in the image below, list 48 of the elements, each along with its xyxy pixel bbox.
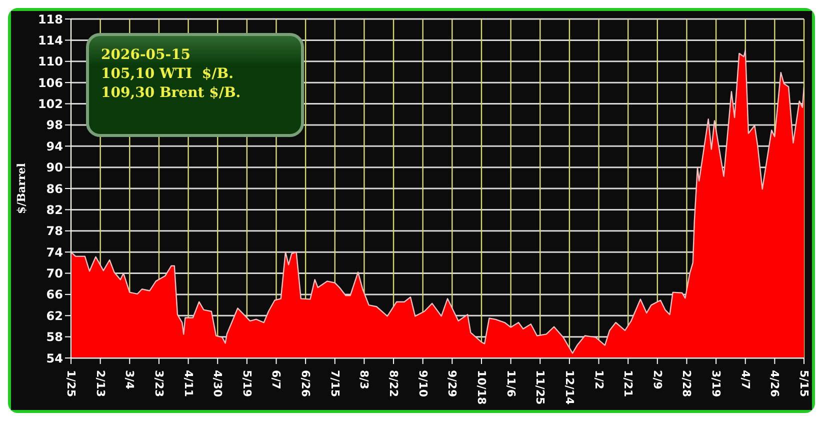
x-tick-label: 8/22 xyxy=(387,370,400,397)
x-tick-label: 2/9 xyxy=(650,370,664,390)
x-tick-label: 6/7 xyxy=(270,370,283,390)
y-tick-label: 86 xyxy=(46,182,63,196)
x-tick-label: 9/29 xyxy=(446,370,459,397)
x-tick-label: 12/14 xyxy=(562,370,576,405)
x-tick-label: 2/13 xyxy=(94,370,107,397)
x-tick-label: 4/11 xyxy=(182,370,195,397)
x-tick-label: 3/19 xyxy=(710,370,723,397)
y-tick-label: 118 xyxy=(38,12,63,26)
x-tick-label: 4/26 xyxy=(768,370,782,398)
y-tick-label: 58 xyxy=(46,330,63,344)
y-tick-label: 106 xyxy=(38,76,63,90)
y-tick-label: 54 xyxy=(46,351,63,366)
x-tick-label: 3/23 xyxy=(152,370,166,397)
y-tick-label: 70 xyxy=(46,266,63,281)
x-tick-label: 3/4 xyxy=(123,370,136,390)
y-tick-label: 98 xyxy=(46,118,63,132)
x-tick-label: 11/25 xyxy=(534,370,547,405)
x-tick-label: 1/2 xyxy=(592,370,606,390)
x-tick-label: 4/7 xyxy=(738,370,752,390)
y-tick-label: 74 xyxy=(46,245,63,260)
x-tick-label: 8/3 xyxy=(358,370,371,390)
x-tick-label: 11/6 xyxy=(504,370,518,398)
x-tick-label: 2/28 xyxy=(680,370,694,397)
x-tick-label: 1/25 xyxy=(64,370,78,397)
x-tick-label: 5/19 xyxy=(240,370,254,397)
x-tick-label: 10/18 xyxy=(474,370,488,405)
annotation: 105,10 WTI $/B. xyxy=(101,65,234,84)
y-tick-label: 94 xyxy=(46,139,63,154)
y-axis-title: $/Barrel xyxy=(14,163,28,214)
y-tick-label: 62 xyxy=(46,308,63,323)
x-tick-label: 6/26 xyxy=(299,370,312,398)
y-tick-label: 82 xyxy=(46,202,63,217)
x-tick-label: 5/15 xyxy=(798,370,810,397)
y-tick-label: 78 xyxy=(46,224,63,238)
info-panel: 2026-05-15 105,10 WTI $/B. 109,30 Brent $/B. xyxy=(86,33,304,137)
y-tick-label: 66 xyxy=(46,288,63,302)
annotation: 2026-05-15 xyxy=(101,46,192,65)
y-tick-label: 90 xyxy=(46,160,63,175)
x-tick-label: 9/10 xyxy=(416,370,430,398)
y-tick-label: 102 xyxy=(38,97,63,112)
annotation: 109,30 Brent $/B. xyxy=(101,84,242,103)
x-tick-label: 4/30 xyxy=(211,370,224,398)
y-tick-label: 110 xyxy=(38,54,63,69)
x-tick-label: 1/21 xyxy=(622,370,635,397)
y-tick-label: 114 xyxy=(38,33,63,48)
x-tick-label: 7/15 xyxy=(328,370,342,397)
